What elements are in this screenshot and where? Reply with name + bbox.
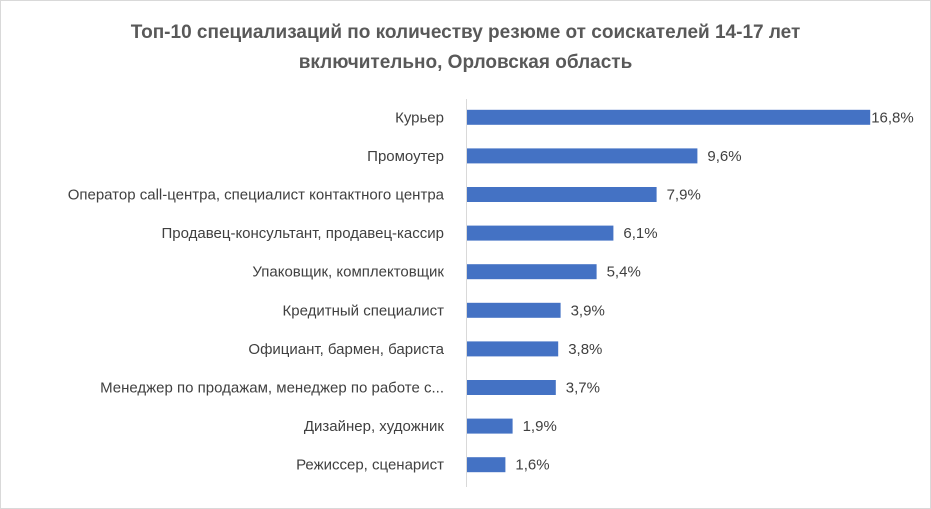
category-label: Менеджер по продажам, менеджер по работе… [100,380,444,397]
category-label: Продавец-консультант, продавец-кассир [161,225,444,242]
category-label: Промоутер [367,148,444,165]
data-label: 1,9% [523,418,557,435]
category-label: Дизайнер, художник [304,418,445,435]
data-label: 3,8% [568,341,602,358]
category-label: Кредитный специалист [283,302,445,319]
bar [467,302,561,318]
bar [467,418,513,434]
data-label: 9,6% [707,148,741,165]
chart-title: Топ-10 специализаций по количеству резюм… [0,18,931,78]
chart-title-line-1: Топ-10 специализаций по количеству резюм… [130,22,801,43]
bar [467,264,597,280]
category-label: Оператор call-центра, специалист контакт… [68,187,445,204]
bar [467,109,871,125]
data-label: 1,6% [515,457,549,474]
data-label: 3,9% [571,302,605,319]
data-label: 7,9% [667,187,701,204]
bar [467,457,506,473]
bar [467,341,559,357]
data-label: 6,1% [623,225,657,242]
data-label: 16,8% [871,109,914,126]
data-label: 3,7% [566,380,600,397]
bar [467,148,698,164]
chart-title-line-2: включительно, Орловская область [298,52,633,73]
category-label: Режиссер, сценарист [296,457,444,474]
bar [467,187,657,202]
data-label: 5,4% [607,264,641,281]
bar [467,380,556,395]
category-label: Курьер [395,109,444,126]
category-label: Упаковщик, комплектовщик [252,264,444,281]
bar [467,225,614,241]
category-label: Официант, бармен, бариста [248,341,444,358]
